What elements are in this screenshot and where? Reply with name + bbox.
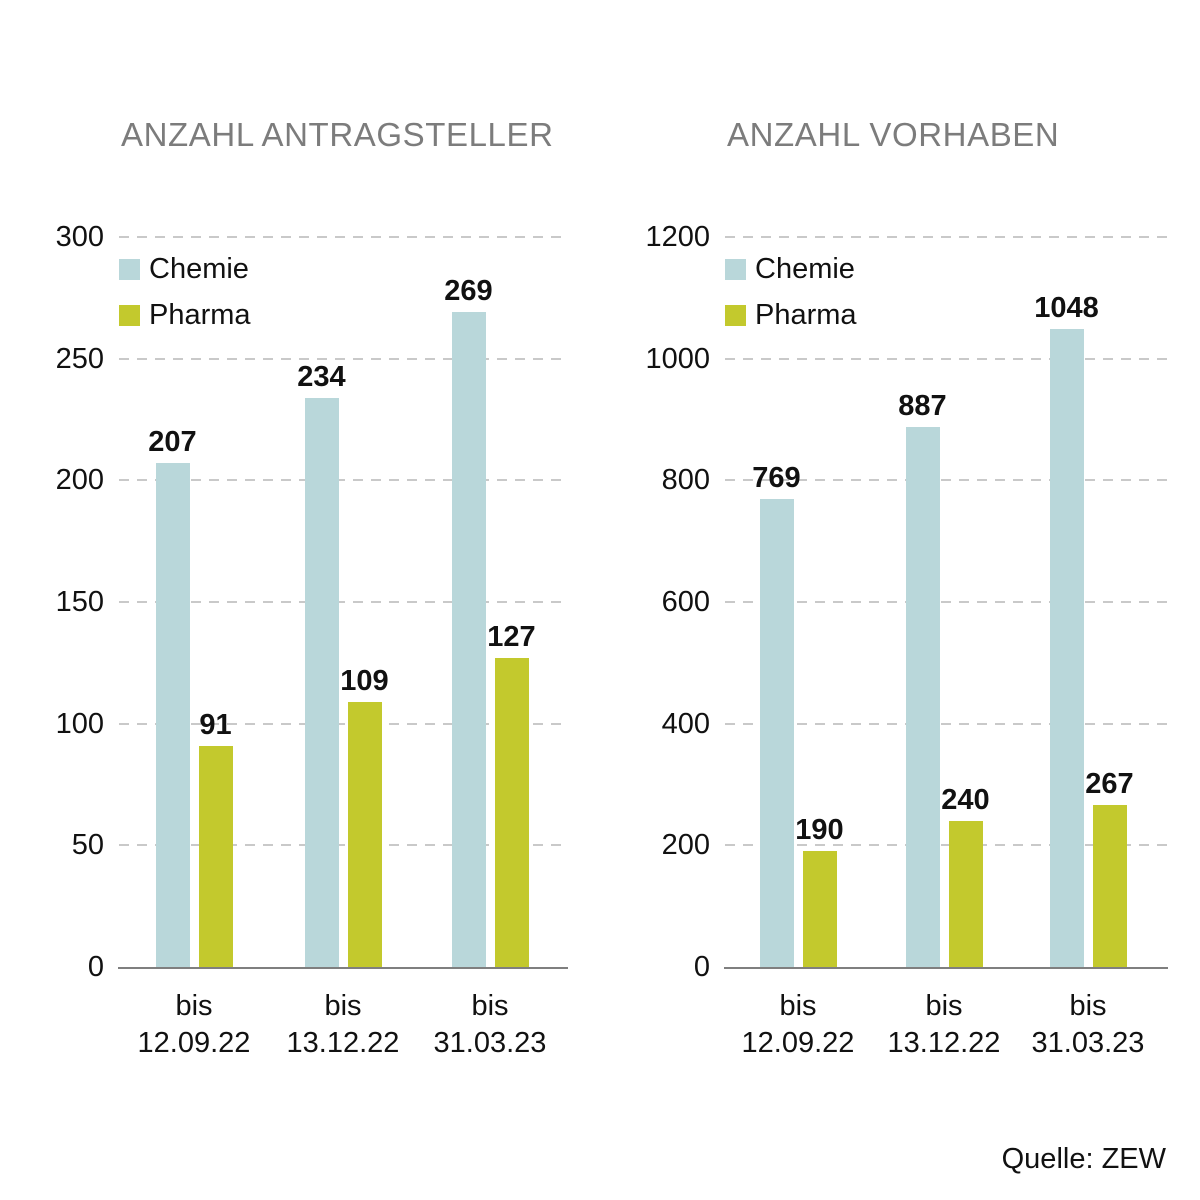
pharma-color-swatch [119,304,140,326]
x-label-line2: 31.03.23 [433,1027,547,1059]
bar-value-label: 887 [898,390,947,423]
bar-value-label: 769 [752,462,801,495]
legend-label: Pharma [149,298,251,331]
bar-chemie [759,499,794,967]
y-axis-tick-label: 1000 [645,342,710,375]
x-label-line2: 31.03.23 [1031,1027,1145,1059]
x-label-line1: bis [925,990,963,1022]
chart-title: ANZAHL VORHABEN [727,116,1060,153]
y-axis-tick-label: 600 [661,586,710,618]
gridline [119,601,568,603]
x-axis-baseline [724,966,1168,969]
legend-label: Chemie [755,252,855,285]
x-label-line2: 13.12.22 [887,1027,1001,1059]
bar-value-label: 1048 [1034,292,1099,325]
bar-value-label: 190 [795,814,844,847]
x-axis-category-label: bis 31.03.23 [380,988,600,1062]
y-axis-tick-label: 300 [55,221,104,253]
y-axis-tick-label: 50 [71,829,104,862]
x-label-line2: 13.12.22 [286,1027,400,1059]
bar-value-label: 269 [444,275,493,308]
legend-item-chemie: Chemie [725,253,855,285]
bar-chemie [155,463,190,967]
bar-value-label: 240 [941,784,990,816]
bar-pharma [802,851,837,967]
bar-value-label: 234 [297,360,346,393]
bar-pharma [198,745,233,967]
y-axis-tick-label: 100 [55,707,104,740]
bar-chemie [905,427,940,967]
y-axis-tick-label: 0 [693,951,710,983]
chemie-color-swatch [725,258,746,280]
x-label-line1: bis [779,990,817,1022]
y-axis-tick-label: 200 [661,829,710,862]
x-axis-category-label: bis 13.12.22 [834,988,1054,1062]
bar-pharma [347,701,382,967]
y-axis-tick-label: 800 [661,464,710,497]
gridline [119,479,568,482]
legend-item-pharma: Pharma [119,299,251,331]
source-note: Quelle: ZEW [1001,1143,1166,1175]
bar-value-label: 109 [340,664,389,697]
x-axis-category-label: bis 13.12.22 [233,988,453,1062]
legend-item-chemie: Chemie [119,253,249,285]
gridline [119,722,568,725]
gridline [119,236,568,238]
gridline [725,601,1168,603]
y-axis-tick-label: 400 [661,707,710,740]
y-axis-tick-label: 1200 [645,221,710,253]
y-axis-tick-label: 150 [55,586,104,618]
bar-pharma [494,657,529,967]
legend-label: Chemie [149,252,249,285]
chart-title: ANZAHL ANTRAGSTELLER [121,116,554,153]
x-axis-category-label: bis 12.09.22 [84,988,304,1062]
x-label-line1: bis [1069,990,1107,1022]
pharma-color-swatch [725,304,746,326]
bar-chemie [451,312,486,967]
bar-value-label: 207 [148,426,197,459]
y-axis-tick-label: 200 [55,464,104,497]
x-axis-category-label: bis 12.09.22 [688,988,908,1062]
bar-chemie [304,397,339,967]
legend-item-pharma: Pharma [725,299,857,331]
bar-chemie [1049,329,1084,967]
x-label-line1: bis [324,990,362,1022]
bar-pharma [1092,804,1127,967]
y-axis-tick-label: 0 [87,951,104,983]
x-axis-category-label: bis 31.03.23 [978,988,1198,1062]
gridline [725,357,1168,360]
bar-value-label: 127 [487,620,536,653]
gridline [725,722,1168,725]
x-axis-baseline [118,966,568,969]
bar-value-label: 91 [199,708,232,741]
gridline [725,236,1168,238]
gridline [119,357,568,360]
gridline [725,844,1168,847]
gridline [725,479,1168,482]
legend-label: Pharma [755,298,857,331]
chemie-color-swatch [119,258,140,280]
bar-value-label: 267 [1085,767,1134,800]
x-label-line1: bis [471,990,509,1022]
bar-pharma [948,821,983,967]
gridline [119,844,568,847]
x-label-line2: 12.09.22 [137,1027,251,1059]
x-label-line1: bis [175,990,213,1022]
x-label-line2: 12.09.22 [741,1027,855,1059]
y-axis-tick-label: 250 [55,342,104,375]
